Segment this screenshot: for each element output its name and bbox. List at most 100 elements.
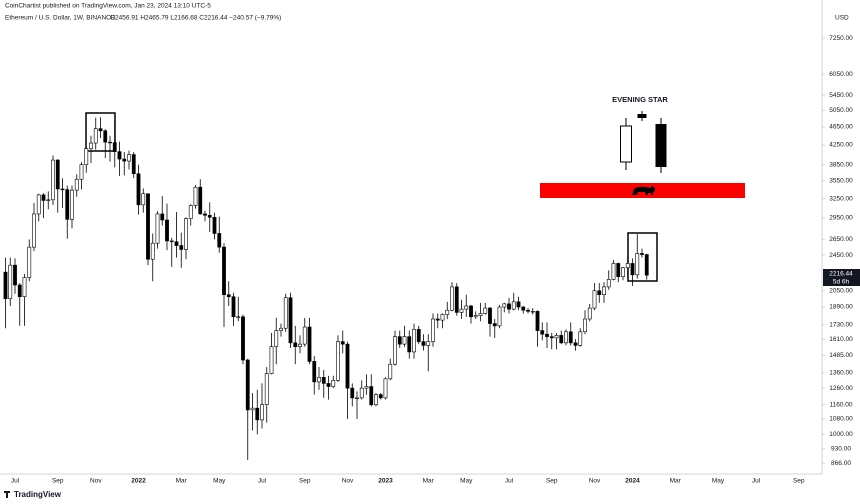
candle-body <box>41 194 46 201</box>
candle-body <box>108 141 112 144</box>
x-tick-label: Mar <box>176 478 188 485</box>
publisher: CoinChartist published on TradingView.co… <box>5 3 211 10</box>
candle-body <box>231 296 236 318</box>
candle-body <box>32 213 36 248</box>
y-tick-label: 2050.00 <box>829 287 853 294</box>
candle-body <box>644 254 649 276</box>
candle-body <box>478 313 483 316</box>
brand-logo <box>4 491 10 498</box>
candle-body <box>51 159 55 201</box>
candle-body <box>160 213 165 221</box>
y-tick-label: 5450.00 <box>829 92 853 99</box>
y-tick-label: 1730.00 <box>829 321 853 328</box>
y-tick-label: 930.00 <box>831 446 851 453</box>
candle-body <box>350 387 355 399</box>
candle-body <box>583 318 587 333</box>
candle-body <box>336 341 340 381</box>
candle-body <box>578 331 583 346</box>
candle-body <box>383 378 388 399</box>
candle-body <box>364 386 369 389</box>
candle-body <box>397 336 402 345</box>
candle-body <box>440 314 445 321</box>
candle-body <box>226 294 231 298</box>
candle-body <box>521 306 526 311</box>
y-tick-label: 1260.00 <box>829 385 853 392</box>
y-tick-label: 1000.00 <box>829 431 853 438</box>
candle-body <box>326 383 331 387</box>
candle-body <box>103 130 108 143</box>
candle-body <box>321 377 326 384</box>
candle-body <box>288 297 293 344</box>
candle-body <box>112 142 117 152</box>
candle-body <box>212 216 217 234</box>
candle-body <box>65 189 70 220</box>
x-tick-label: Jul <box>11 478 20 485</box>
candle-body <box>146 193 150 260</box>
candle-body <box>516 301 521 308</box>
candle-body <box>93 128 98 144</box>
last-price: 2216.44 <box>829 271 853 278</box>
candle-body <box>307 326 312 362</box>
y-tick-label: 3250.00 <box>829 195 853 202</box>
candle-body <box>27 246 32 278</box>
candle-body <box>621 267 625 277</box>
candle-body <box>611 263 616 280</box>
price-tag <box>823 269 860 286</box>
candle-body <box>388 363 393 380</box>
countdown: 5d 6h <box>833 279 850 286</box>
candle-body <box>217 233 222 248</box>
candle-body <box>488 307 492 324</box>
candle-body <box>245 359 250 411</box>
y-tick-label: 2950.00 <box>829 215 853 222</box>
x-tick-label: Jul <box>752 478 761 485</box>
candle-body <box>207 214 212 218</box>
candle-body <box>526 309 530 312</box>
candle-body <box>8 264 13 300</box>
candle-body <box>89 142 93 150</box>
candle-body <box>241 316 245 361</box>
candle-body <box>46 199 51 201</box>
y-tick-label: 3550.00 <box>829 178 853 185</box>
candle-body <box>188 205 193 219</box>
candle-body <box>393 336 397 365</box>
y-tick-label: 6050.00 <box>829 71 853 78</box>
candle-body <box>98 128 103 132</box>
candle-body <box>131 154 136 175</box>
candle-body <box>317 377 321 383</box>
candle-body <box>597 290 602 296</box>
x-tick-label: Nov <box>589 478 601 485</box>
candle-body <box>117 151 122 160</box>
candle-body <box>616 263 621 277</box>
candle-body <box>345 343 350 389</box>
candle-body <box>464 305 469 310</box>
y-tick-label: 4250.00 <box>829 142 853 149</box>
x-tick-label: 2022 <box>131 478 146 485</box>
x-tick-label: 2023 <box>378 478 393 485</box>
candle-body <box>564 331 568 344</box>
candle-body <box>549 336 554 339</box>
candle-body <box>635 253 640 276</box>
candle-body <box>545 333 549 337</box>
y-tick-label: 1610.00 <box>829 336 853 343</box>
candle-body <box>150 242 155 260</box>
candle-body <box>198 186 203 215</box>
candle-body <box>55 159 60 190</box>
candle-body <box>70 189 74 220</box>
candle-body <box>421 341 426 346</box>
candle-body <box>640 253 644 255</box>
y-tick-label: 1890.00 <box>829 304 853 311</box>
candle-body <box>469 305 473 318</box>
candle-body <box>431 318 435 342</box>
candle-body <box>165 219 169 242</box>
candle-body <box>378 394 383 399</box>
candle-body <box>3 271 8 300</box>
candle-body <box>141 193 146 206</box>
inset-candle <box>620 125 632 163</box>
x-tick-label: May <box>213 478 226 485</box>
candle-body <box>407 336 412 353</box>
candle-body <box>279 327 283 331</box>
candle-body <box>264 373 269 405</box>
x-tick-label: May <box>460 478 473 485</box>
